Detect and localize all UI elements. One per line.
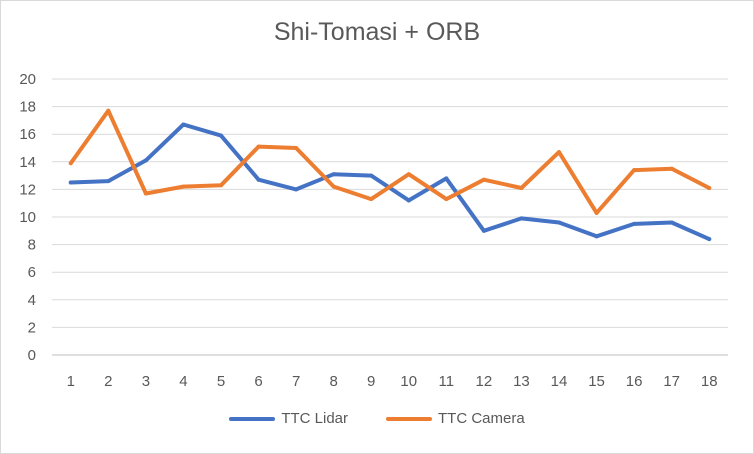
x-tick-label: 4 xyxy=(179,373,187,390)
data-point-camera xyxy=(594,210,599,215)
data-point-lidar xyxy=(669,220,674,225)
y-tick-label: 12 xyxy=(19,181,36,198)
data-point-camera xyxy=(68,161,73,166)
data-point-camera xyxy=(369,197,374,202)
data-point-lidar xyxy=(369,173,374,178)
data-point-lidar xyxy=(519,216,524,221)
series-line-camera xyxy=(68,108,712,215)
legend-label-camera: TTC Camera xyxy=(438,410,525,427)
legend-item-camera: TTC Camera xyxy=(386,410,525,427)
data-point-lidar xyxy=(481,228,486,233)
data-point-lidar xyxy=(557,220,561,225)
data-point-camera xyxy=(294,146,299,150)
y-tick-label: 18 xyxy=(19,99,36,116)
x-tick-label: 13 xyxy=(513,373,530,390)
data-point-camera xyxy=(106,108,111,113)
data-point-camera xyxy=(331,184,336,189)
data-point-camera xyxy=(219,183,223,188)
x-tick-label: 11 xyxy=(439,373,455,390)
data-point-camera xyxy=(557,150,561,155)
data-point-lidar xyxy=(143,158,148,163)
x-tick-label: 2 xyxy=(104,373,112,390)
x-tick-label: 17 xyxy=(663,373,680,390)
data-point-lidar xyxy=(181,122,186,127)
x-tick-label: 10 xyxy=(400,373,417,390)
data-point-lidar xyxy=(68,180,73,185)
x-tick-label: 12 xyxy=(476,373,493,390)
data-point-lidar xyxy=(707,237,712,242)
y-tick-label: 8 xyxy=(28,237,36,254)
data-point-camera xyxy=(444,197,449,202)
x-tick-label: 15 xyxy=(588,373,605,390)
data-point-lidar xyxy=(219,133,223,138)
data-point-camera xyxy=(707,186,712,191)
x-tick-label: 9 xyxy=(367,373,375,390)
data-point-lidar xyxy=(294,187,299,192)
legend-label-lidar: TTC Lidar xyxy=(281,410,348,427)
x-tick-label: 1 xyxy=(67,373,75,390)
x-tick-label: 14 xyxy=(551,373,568,390)
data-point-lidar xyxy=(331,172,336,177)
data-point-lidar xyxy=(406,198,411,203)
data-point-lidar xyxy=(632,221,637,226)
chart-legend: TTC Lidar TTC Camera xyxy=(0,410,754,427)
y-tick-label: 14 xyxy=(19,154,36,171)
y-tick-label: 6 xyxy=(28,264,36,281)
data-point-camera xyxy=(181,184,186,189)
x-tick-label: 7 xyxy=(292,373,300,390)
x-tick-label: 6 xyxy=(254,373,262,390)
chart-title: Shi-Tomasi + ORB xyxy=(273,18,481,46)
y-tick-label: 16 xyxy=(19,126,36,143)
data-point-camera xyxy=(519,186,524,191)
legend-swatch-camera xyxy=(386,416,432,421)
x-tick-label: 8 xyxy=(329,373,337,390)
y-tick-label: 10 xyxy=(19,209,36,226)
data-point-camera xyxy=(669,166,674,171)
data-point-lidar xyxy=(106,179,111,184)
data-point-lidar xyxy=(594,234,599,239)
data-point-camera xyxy=(143,191,148,196)
data-point-camera xyxy=(481,177,486,182)
data-point-camera xyxy=(256,144,261,149)
x-tick-label: 16 xyxy=(626,373,643,390)
y-tick-label: 20 xyxy=(19,71,36,88)
legend-item-lidar: TTC Lidar xyxy=(229,410,348,427)
x-tick-label: 18 xyxy=(701,373,718,390)
data-point-camera xyxy=(406,172,411,177)
legend-swatch-lidar xyxy=(229,416,276,421)
series-line-lidar xyxy=(68,122,712,242)
x-tick-label: 5 xyxy=(217,373,225,390)
y-tick-label: 4 xyxy=(28,292,36,309)
x-tick-label: 3 xyxy=(142,373,150,390)
data-point-camera xyxy=(632,168,637,173)
y-tick-label: 0 xyxy=(28,347,36,364)
y-tick-label: 2 xyxy=(28,319,36,336)
data-point-lidar xyxy=(256,177,261,182)
data-point-lidar xyxy=(444,176,449,181)
